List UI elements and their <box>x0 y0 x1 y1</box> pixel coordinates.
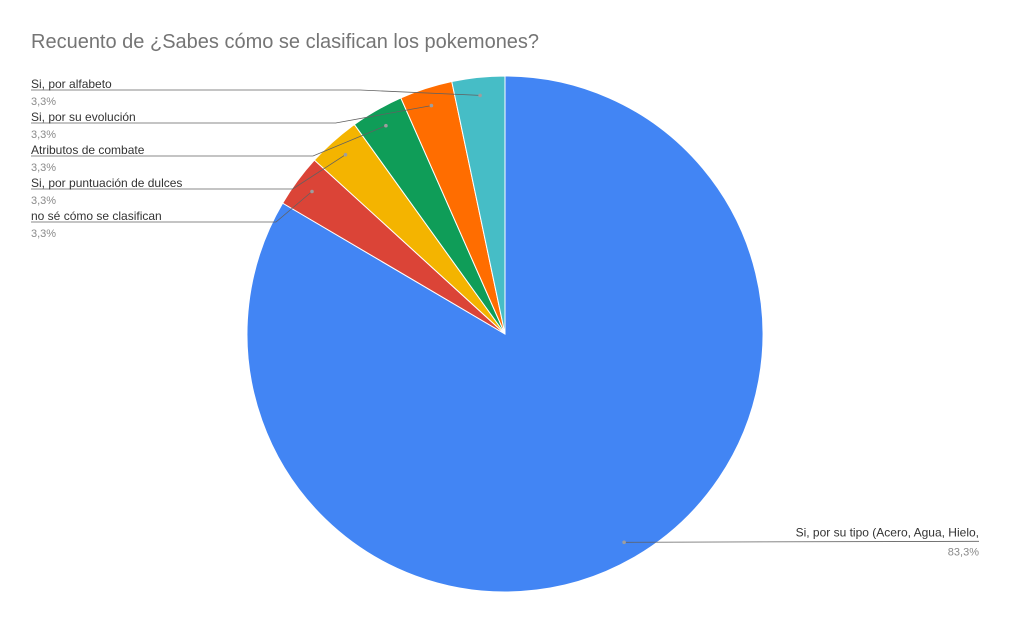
leader-line-2 <box>31 154 346 190</box>
slice-label-4: Si, por su evolución 3,3% <box>31 103 434 141</box>
slice-label-name-5: Si, por alfabeto <box>31 77 112 91</box>
slice-label-2: Si, por puntuación de dulces 3,3% <box>31 152 348 207</box>
slice-label-value-1: 3,3% <box>31 228 56 240</box>
leader-dot-0 <box>622 540 626 545</box>
slice-label-value-2: 3,3% <box>31 195 56 207</box>
leader-line-4 <box>31 105 432 124</box>
slice-label-name-2: Si, por puntuación de dulces <box>31 176 182 190</box>
slice-label-name-0: Si, por su tipo (Acero, Agua, Hielo, <box>796 525 979 539</box>
slice-label-value-4: 3,3% <box>31 129 56 141</box>
slice-label-name-1: no sé cómo se clasifican <box>31 209 162 223</box>
slice-label-value-0: 83,3% <box>948 546 979 558</box>
leader-line-3 <box>31 125 387 157</box>
slice-label-name-4: Si, por su evolución <box>31 110 136 124</box>
pie-slice-5 <box>451 75 506 335</box>
chart-title: Recuento de ¿Sabes cómo se clasifican lo… <box>31 31 540 53</box>
leader-dot-4 <box>429 103 434 108</box>
slice-label-5: Si, por alfabeto 3,3% <box>31 77 482 108</box>
slice-label-3: Atributos de combate 3,3% <box>31 123 388 174</box>
slice-label-name-3: Atributos de combate <box>31 143 145 157</box>
slice-label-0: Si, por su tipo (Acero, Agua, Hielo, 83,3… <box>622 525 979 558</box>
slice-label-value-3: 3,3% <box>31 162 56 174</box>
leader-dot-1 <box>310 189 314 194</box>
slice-label-value-5: 3,3% <box>31 96 56 108</box>
leader-line-1 <box>31 191 313 223</box>
leader-line-0 <box>624 540 980 543</box>
leader-line-5 <box>31 89 481 96</box>
leader-dot-2 <box>343 152 348 157</box>
leader-dot-3 <box>384 123 388 128</box>
leader-dot-5 <box>478 93 482 98</box>
slice-label-1: no sé cómo se clasifican 3,3% <box>31 189 314 240</box>
